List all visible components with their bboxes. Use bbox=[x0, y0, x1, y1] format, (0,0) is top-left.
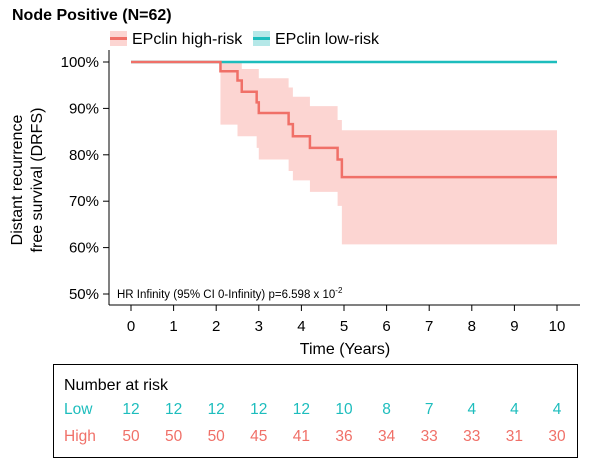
risk-count-low-8: 4 bbox=[467, 401, 476, 418]
hr-annotation-text: HR Infinity (95% CI 0-Infinity) p=6.598 … bbox=[117, 289, 335, 301]
risk-count-high-7: 33 bbox=[421, 428, 438, 445]
risk-table-frame bbox=[53, 364, 578, 458]
risk-count-low-9: 4 bbox=[510, 401, 519, 418]
y-tick-label-0: 50% bbox=[69, 286, 99, 303]
risk-count-high-0: 50 bbox=[122, 428, 140, 445]
risk-table: Number at risk Low 12 12 12 12 12 10 8 7 4 4 4 High 5… bbox=[53, 364, 578, 458]
risk-table-title: Number at risk bbox=[64, 377, 169, 394]
hr-annotation: HR Infinity (95% CI 0-Infinity) p=6.598 … bbox=[117, 286, 343, 301]
x-tick-label-6: 6 bbox=[382, 318, 390, 335]
x-tick-label-3: 3 bbox=[255, 318, 263, 335]
risk-count-low-6: 8 bbox=[382, 401, 391, 418]
y-tick-label-2: 70% bbox=[69, 193, 99, 210]
plot-area bbox=[131, 60, 557, 245]
risk-count-high-2: 50 bbox=[208, 428, 226, 445]
risk-count-high-8: 33 bbox=[463, 428, 480, 445]
x-axis: 0 1 2 3 4 5 6 7 8 9 10 bbox=[109, 304, 580, 335]
y-axis-title-line-2: free survival (DRFS) bbox=[29, 108, 46, 253]
risk-count-high-1: 50 bbox=[165, 428, 183, 445]
y-tick-label-5: 100% bbox=[61, 54, 99, 71]
y-tick-label-4: 90% bbox=[69, 100, 99, 117]
legend-low-label: EPclin low-risk bbox=[275, 31, 380, 48]
risk-table-rows: Low 12 12 12 12 12 10 8 7 4 4 4 High 50 50 50 45 41 36 34 33… bbox=[64, 401, 566, 445]
x-axis-title: Time (Years) bbox=[300, 341, 390, 358]
x-tick-label-7: 7 bbox=[425, 318, 433, 335]
risk-count-high-5: 36 bbox=[335, 428, 352, 445]
risk-count-low-10: 4 bbox=[553, 401, 562, 418]
legend: EPclin high-risk EPclin low-risk bbox=[110, 31, 380, 48]
y-tick-label-1: 60% bbox=[69, 240, 99, 257]
risk-count-high-9: 31 bbox=[506, 428, 523, 445]
x-tick-label-10: 10 bbox=[549, 318, 566, 335]
legend-high-label: EPclin high-risk bbox=[132, 31, 243, 48]
x-tick-label-4: 4 bbox=[297, 318, 305, 335]
x-tick-label-5: 5 bbox=[340, 318, 348, 335]
risk-count-low-4: 12 bbox=[293, 401, 310, 418]
high-risk-curve bbox=[131, 60, 557, 179]
high-risk-ci-band bbox=[131, 62, 557, 245]
risk-count-high-3: 45 bbox=[250, 428, 267, 445]
risk-count-high-4: 41 bbox=[293, 428, 310, 445]
risk-count-low-0: 12 bbox=[122, 401, 139, 418]
x-tick-label-2: 2 bbox=[212, 318, 220, 335]
risk-row-label-high: High bbox=[64, 428, 96, 445]
risk-count-low-3: 12 bbox=[250, 401, 267, 418]
risk-count-low-7: 7 bbox=[425, 401, 434, 418]
x-tick-label-0: 0 bbox=[127, 318, 135, 335]
risk-count-low-5: 10 bbox=[335, 401, 353, 418]
hr-annotation-exponent: -2 bbox=[335, 286, 343, 295]
y-tick-label-3: 80% bbox=[69, 147, 99, 164]
x-tick-label-9: 9 bbox=[510, 318, 518, 335]
chart-title: Node Positive (N=62) bbox=[12, 7, 172, 24]
y-axis-title-line-1: Distant recurrence bbox=[9, 115, 26, 246]
risk-count-high-6: 34 bbox=[378, 428, 396, 445]
risk-count-low-2: 12 bbox=[208, 401, 225, 418]
x-tick-label-8: 8 bbox=[468, 318, 476, 335]
y-axis: 50% 60% 70% 80% 90% 100% bbox=[61, 50, 110, 305]
risk-row-label-low: Low bbox=[64, 401, 93, 418]
risk-count-high-10: 30 bbox=[548, 428, 566, 445]
x-tick-label-1: 1 bbox=[169, 318, 177, 335]
risk-count-low-1: 12 bbox=[165, 401, 182, 418]
